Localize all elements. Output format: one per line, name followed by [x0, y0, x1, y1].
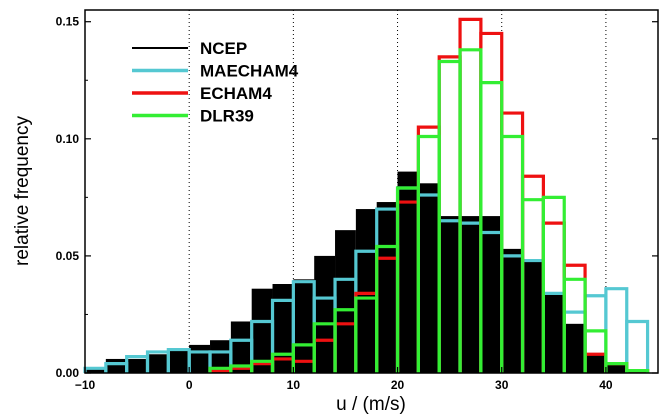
- legend-label-maecham4: MAECHAM4: [200, 62, 299, 81]
- bar-ncep: [85, 368, 106, 373]
- x-tick-label: 20: [391, 378, 405, 392]
- bar-ncep: [605, 363, 627, 373]
- x-axis-label: u / (m/s): [336, 394, 406, 415]
- bar-ncep: [480, 216, 502, 373]
- legend-label-dlr39: DLR39: [200, 107, 254, 126]
- y-tick-label: 0.10: [56, 132, 80, 146]
- x-tick-label: 40: [599, 378, 613, 392]
- axis-ticks: −10 0 10 20 30 40 0.00 0.05 0.10 0.15: [56, 15, 658, 392]
- bar-ncep: [376, 202, 398, 373]
- legend: NCEP MAECHAM4 ECHAM4 DLR39: [132, 39, 299, 126]
- bar-ncep: [439, 216, 461, 373]
- bar-ncep: [293, 279, 315, 373]
- bar-ncep: [543, 293, 565, 373]
- bar-ncep: [335, 230, 356, 373]
- x-tick-label: 0: [186, 378, 193, 392]
- bar-dlr39: [562, 277, 587, 373]
- bar-dlr39: [625, 369, 650, 373]
- bar-ncep: [314, 255, 336, 373]
- bar-ncep: [272, 284, 294, 373]
- y-tick-label: 0.00: [56, 366, 80, 380]
- x-tick-label: 10: [287, 378, 301, 392]
- bar-ncep: [418, 183, 440, 373]
- legend-label-echam4: ECHAM4: [200, 84, 272, 103]
- bar-ncep: [355, 209, 377, 373]
- y-tick-label: 0.15: [56, 15, 80, 29]
- bar-ncep: [105, 358, 127, 373]
- x-tick-label: −10: [75, 378, 96, 392]
- bar-ncep: [230, 321, 252, 373]
- bar-ncep: [147, 354, 169, 373]
- bar-ncep: [501, 248, 523, 373]
- bar-ncep: [460, 216, 481, 373]
- bar-ncep: [168, 349, 190, 373]
- histogram-bars: [83, 17, 650, 373]
- bar-ncep: [210, 340, 231, 373]
- bar-ncep: [251, 288, 273, 373]
- y-axis-label: relative frequency: [12, 116, 33, 266]
- bar-ncep: [585, 354, 606, 373]
- bar-ncep: [126, 358, 148, 373]
- legend-label-ncep: NCEP: [200, 39, 247, 58]
- bar-ncep: [189, 344, 211, 373]
- bar-ncep: [397, 171, 419, 373]
- plot-frame: [84, 9, 659, 374]
- x-tick-label: 30: [495, 378, 509, 392]
- y-tick-label: 0.05: [56, 249, 80, 263]
- bar-ncep: [564, 323, 586, 373]
- bar-dlr39: [583, 329, 608, 373]
- bar-maecham4: [625, 319, 650, 373]
- bar-ncep: [522, 260, 544, 373]
